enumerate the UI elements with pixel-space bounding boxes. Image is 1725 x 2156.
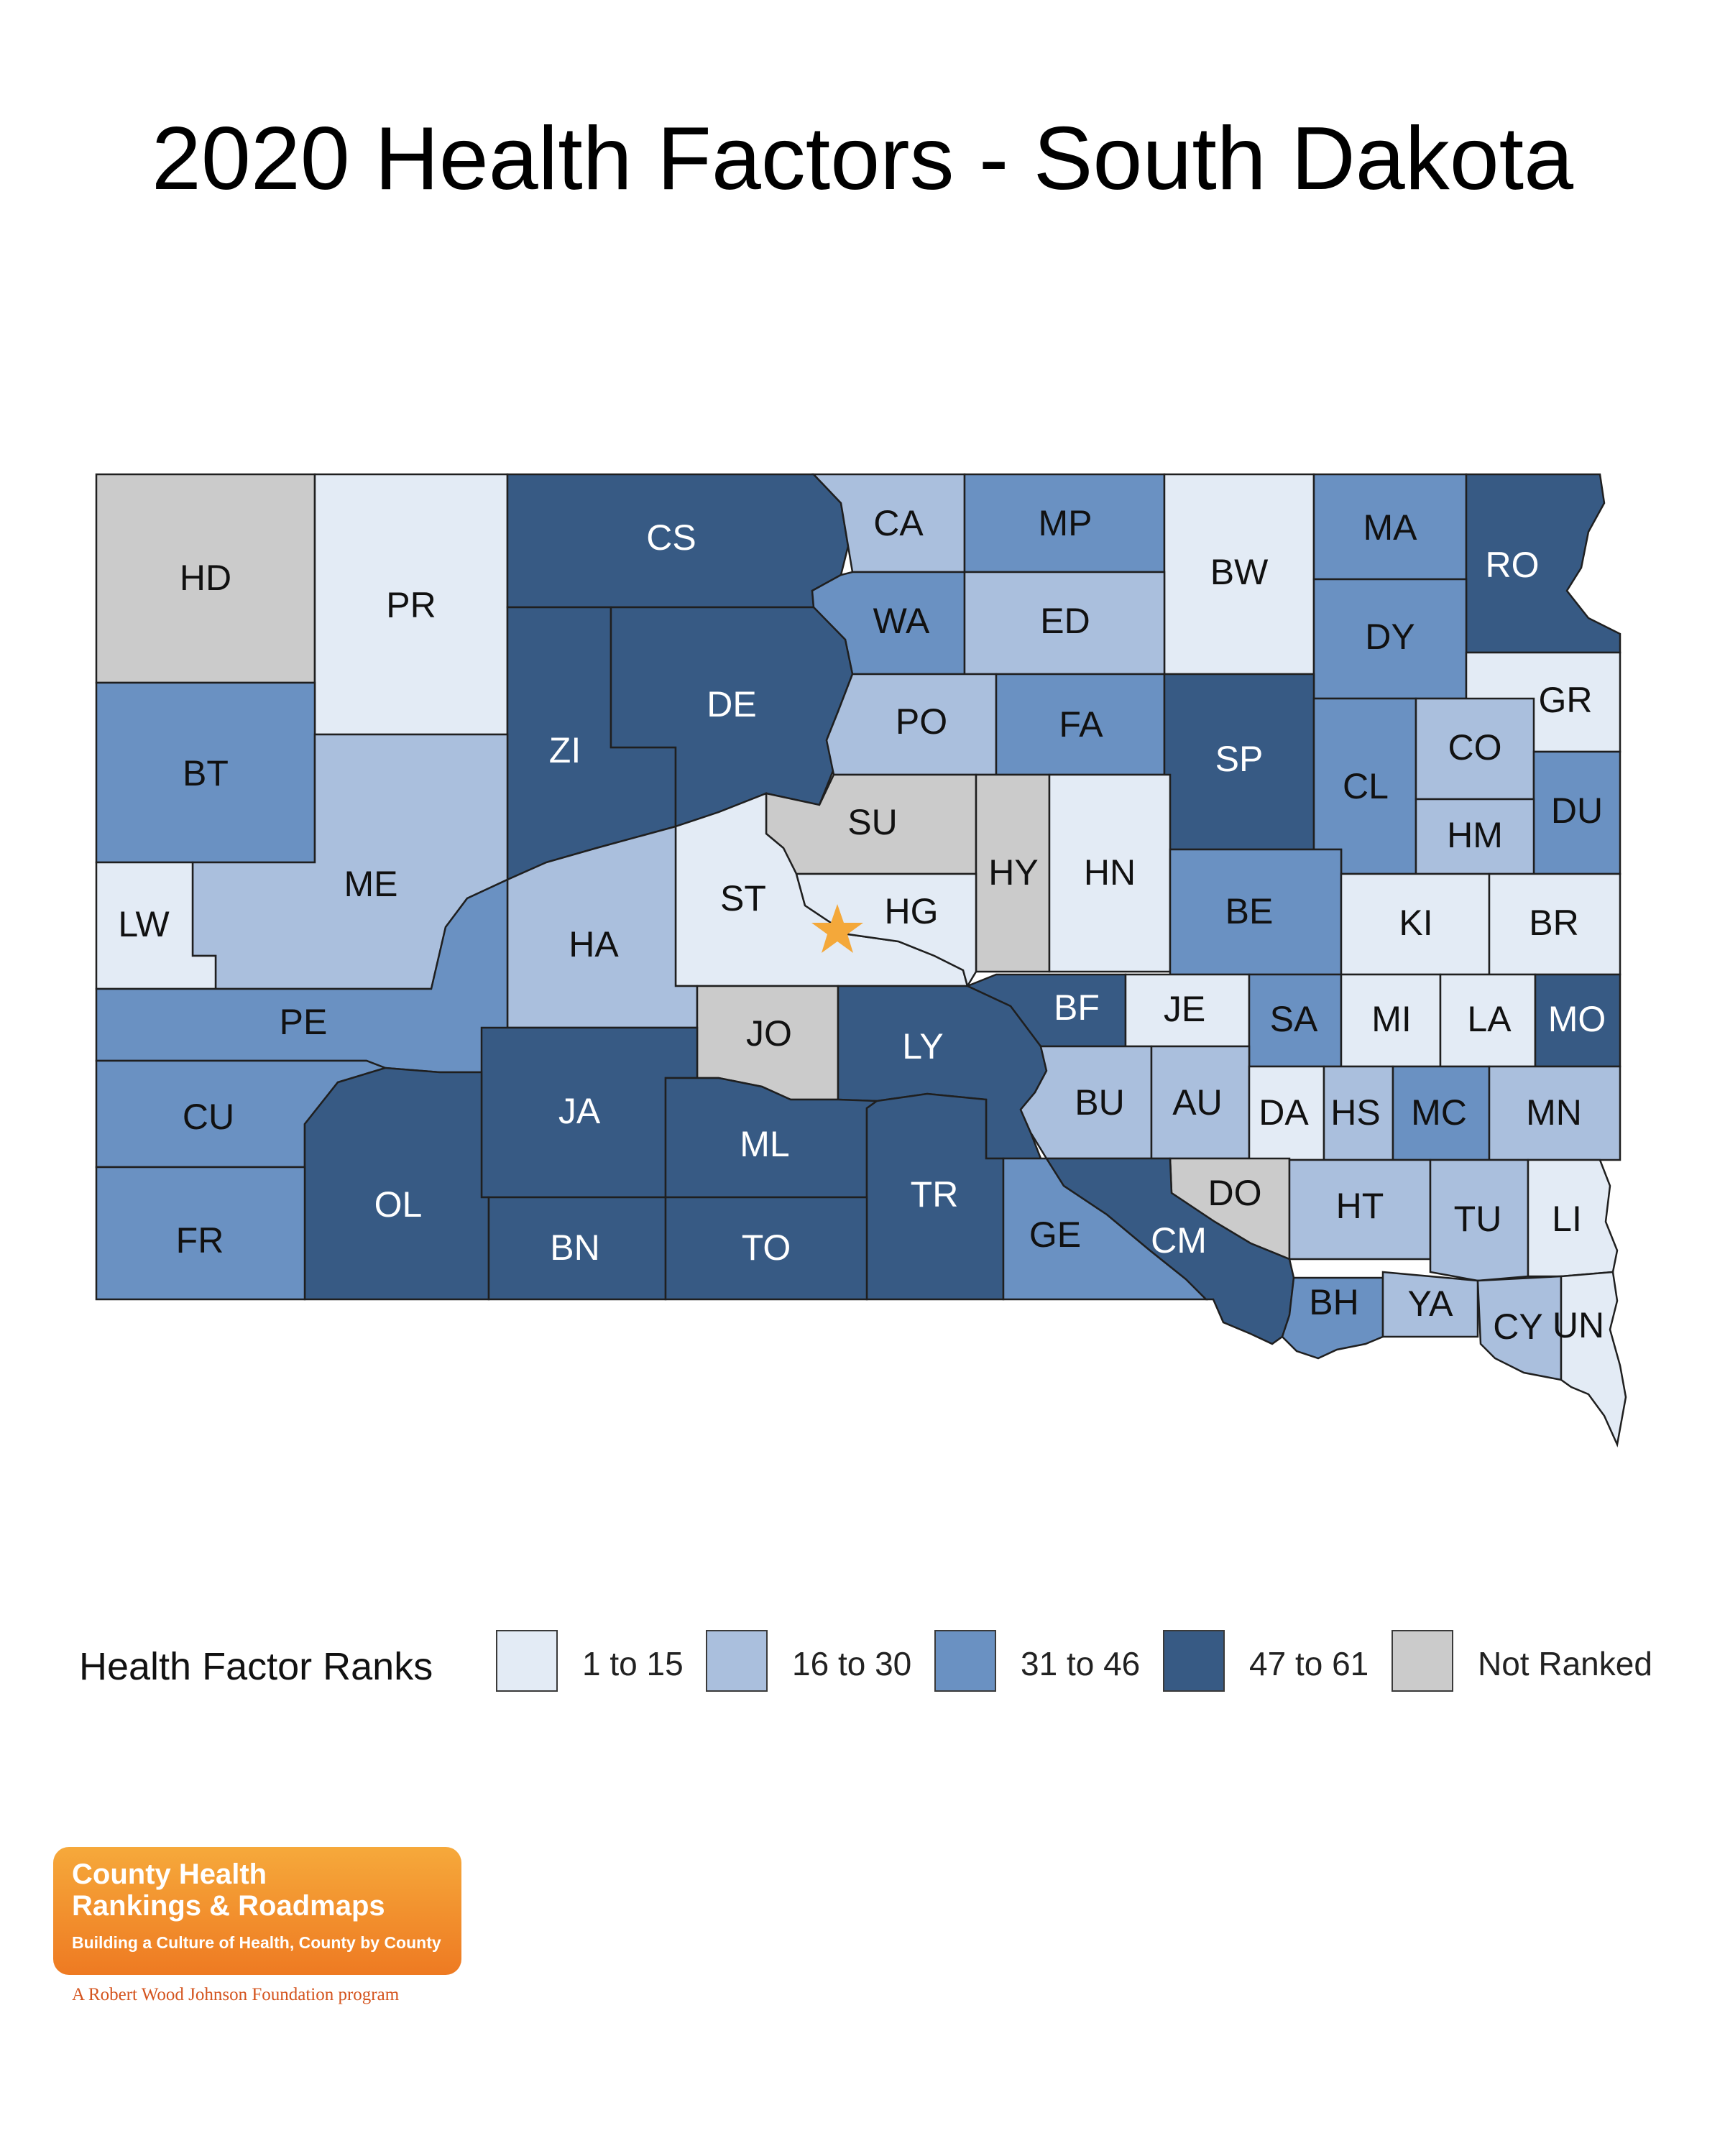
county-label-ca: CA (873, 503, 924, 543)
legend-label-16-to-30: 16 to 30 (792, 1645, 912, 1682)
county-mn (1488, 1065, 1622, 1161)
county-label-hy: HY (988, 852, 1038, 893)
county-label-mn: MN (1526, 1092, 1582, 1133)
county-label-ly: LY (902, 1026, 943, 1067)
capital-star-icon (811, 904, 863, 953)
county-label-sa: SA (1270, 999, 1318, 1039)
legend-swatch-16-to-30 (706, 1630, 768, 1692)
county-label-zi: ZI (549, 730, 581, 770)
south-dakota-county-map: HD PR CS CA MP BW MA RO WA ED DY GR BT ZI DE PO FA SP CL CO… (95, 473, 1627, 1448)
county-label-pr: PR (386, 585, 436, 625)
county-label-ol: OL (374, 1184, 423, 1225)
county-label-lw: LW (118, 904, 170, 944)
county-cm (1044, 1157, 1295, 1345)
county-label-po: PO (896, 701, 947, 742)
county-label-wa: WA (873, 601, 930, 641)
logo-tagline: Building a Culture of Health, County by … (72, 1933, 441, 1952)
county-label-ed: ED (1040, 601, 1090, 641)
county-label-hg: HG (885, 891, 939, 931)
county-label-ya: YA (1408, 1284, 1454, 1324)
county-label-do: DO (1208, 1173, 1262, 1213)
chrr-logo: County Health Rankings & Roadmaps Buildi… (53, 1847, 461, 1975)
county-label-cl: CL (1343, 766, 1389, 806)
county-ol (303, 1067, 490, 1301)
legend-label-1-to-15: 1 to 15 (582, 1645, 684, 1682)
county-label-to: TO (742, 1227, 791, 1268)
county-label-dy: DY (1365, 617, 1414, 657)
county-label-de: DE (707, 684, 756, 724)
county-label-mi: MI (1371, 999, 1412, 1039)
county-label-cm: CM (1151, 1220, 1207, 1261)
county-label-jo: JO (746, 1013, 792, 1054)
county-to (664, 1196, 868, 1301)
county-label-fr: FR (176, 1220, 224, 1261)
county-fr (95, 1166, 306, 1301)
county-label-hn: HN (1084, 852, 1136, 893)
legend-swatch-47-to-61 (1163, 1630, 1225, 1692)
county-label-li: LI (1552, 1199, 1582, 1239)
county-label-tr: TR (911, 1174, 959, 1215)
county-label-bu: BU (1075, 1082, 1124, 1123)
county-label-ma: MA (1363, 507, 1418, 548)
county-label-bw: BW (1210, 552, 1269, 592)
county-label-ge: GE (1029, 1215, 1081, 1255)
county-li (1527, 1158, 1619, 1278)
county-label-be: BE (1225, 891, 1274, 931)
county-label-bt: BT (183, 753, 229, 793)
logo-subtitle: A Robert Wood Johnson Foundation program (72, 1985, 400, 2004)
legend-title: Health Factor Ranks (79, 1645, 433, 1688)
county-label-bh: BH (1309, 1282, 1358, 1322)
logo-line2: Rankings & Roadmaps (72, 1890, 385, 1922)
legend: Health Factor Ranks 1 to 15 16 to 30 31 … (79, 1630, 1689, 1702)
county-label-hm: HM (1447, 815, 1503, 855)
county-label-la: LA (1467, 999, 1512, 1039)
county-label-ki: KI (1399, 903, 1432, 943)
county-de (610, 606, 854, 828)
label-layer: HD PR CS CA MP BW MA RO WA ED DY GR BT ZI DE PO FA SP CL CO… (118, 503, 1606, 1347)
county-label-bn: BN (550, 1227, 599, 1268)
county-label-mo: MO (1548, 999, 1606, 1039)
county-label-ml: ML (740, 1124, 789, 1164)
legend-swatch-1-to-15 (496, 1630, 558, 1692)
county-label-sp: SP (1215, 739, 1264, 779)
county-label-mp: MP (1039, 503, 1092, 543)
legend-swatch-not-ranked (1392, 1630, 1453, 1692)
county-label-du: DU (1551, 791, 1603, 831)
county-ya (1381, 1271, 1479, 1338)
county-label-je: JE (1164, 989, 1205, 1029)
county-label-da: DA (1259, 1092, 1309, 1133)
county-label-br: BR (1529, 903, 1578, 943)
county-hg (795, 872, 978, 989)
county-label-hd: HD (180, 558, 231, 598)
county-label-cy: CY (1493, 1307, 1542, 1347)
county-label-ha: HA (569, 924, 619, 964)
county-label-tu: TU (1454, 1199, 1502, 1239)
county-label-hs: HS (1330, 1092, 1380, 1133)
county-un (1560, 1271, 1627, 1448)
county-label-me: ME (344, 864, 398, 904)
legend-swatch-31-to-46 (934, 1630, 996, 1692)
county-label-mc: MC (1411, 1092, 1467, 1133)
county-label-au: AU (1172, 1082, 1222, 1123)
county-label-su: SU (847, 802, 897, 842)
county-label-gr: GR (1539, 680, 1593, 720)
county-tr (865, 1092, 1005, 1301)
county-label-ht: HT (1336, 1186, 1384, 1226)
page-title: 2020 Health Factors - South Dakota (151, 109, 1574, 208)
legend-label-47-to-61: 47 to 61 (1249, 1645, 1369, 1682)
county-label-pe: PE (280, 1002, 328, 1042)
county-label-st: ST (720, 878, 766, 918)
county-label-cs: CS (646, 517, 696, 558)
legend-label-not-ranked: Not Ranked (1478, 1645, 1652, 1682)
county-label-bf: BF (1054, 987, 1100, 1028)
logo-line1: County Health (72, 1858, 267, 1890)
county-label-cu: CU (183, 1097, 234, 1137)
legend-label-31-to-46: 31 to 46 (1021, 1645, 1141, 1682)
county-label-fa: FA (1059, 704, 1103, 745)
county-label-un: UN (1552, 1305, 1604, 1345)
county-label-ro: RO (1486, 545, 1540, 585)
county-layer (95, 473, 1627, 1448)
county-label-co: CO (1448, 727, 1502, 768)
county-label-ja: JA (558, 1091, 601, 1131)
